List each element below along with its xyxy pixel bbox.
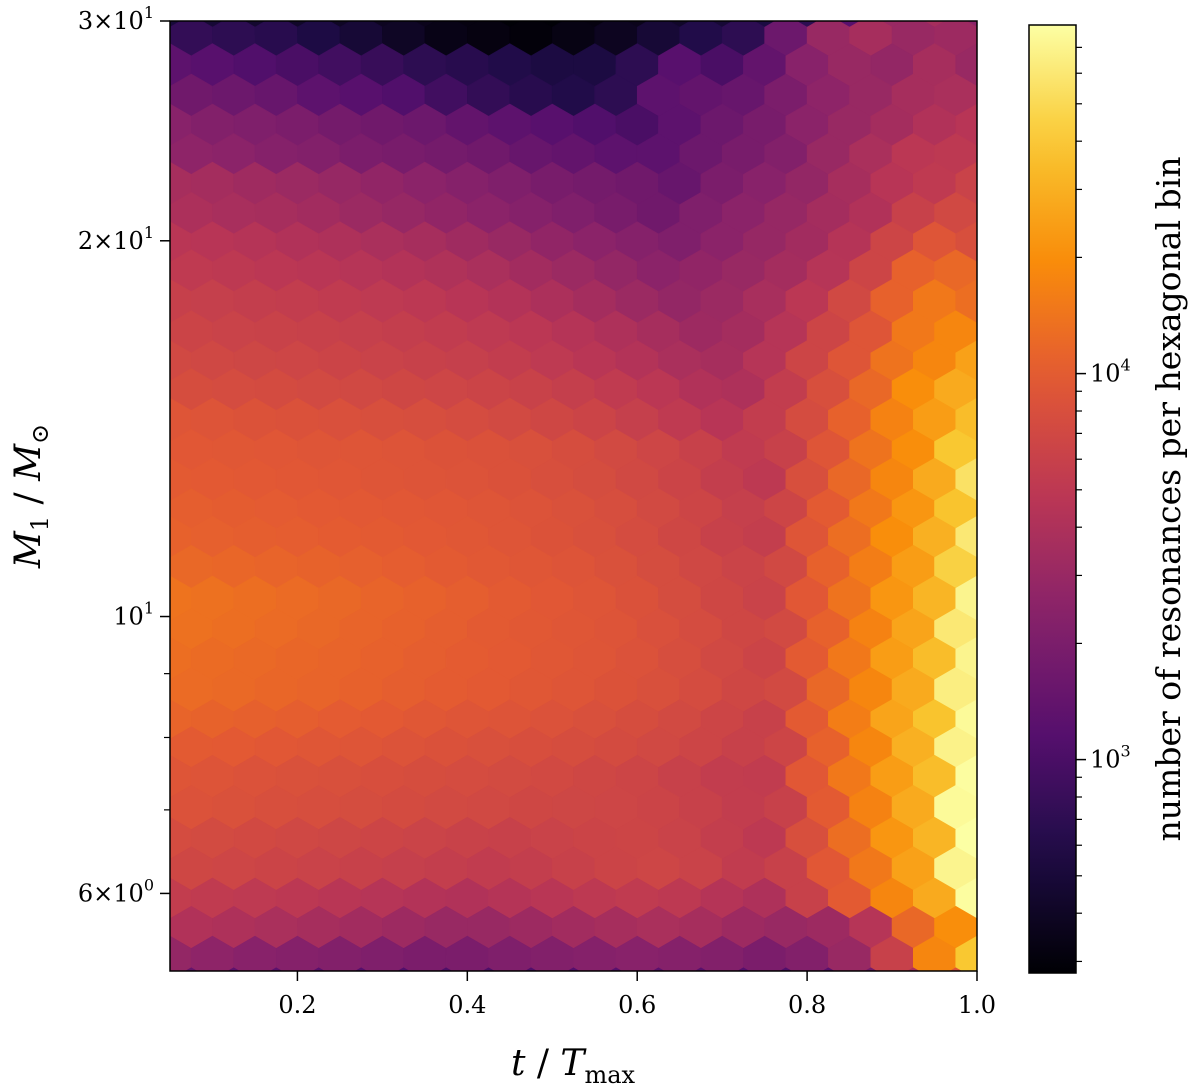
y-tick-label: 6×100 [78,875,154,907]
colorbar-ticks: 103 104 [1076,46,1131,963]
hexbin-cell [354,967,368,971]
colorbar-tick-label: 103 [1090,742,1131,774]
x-axis-title: t / Tmax [511,1043,636,1087]
x-tick-label: 0.4 [448,991,486,1019]
hexbin-cell [184,967,198,971]
hexbin-cell [864,967,878,971]
x-tick-label: 0.2 [278,991,316,1019]
hexbin-cell [524,967,538,971]
hexbin-cell [439,967,453,971]
x-tick-label: 0.6 [618,991,656,1019]
plot-frame [169,20,978,972]
hexbin-cell [227,967,240,971]
hexbin-cell [397,967,410,971]
hexbin-cell [652,967,665,971]
y-tick-label: 2×101 [78,223,154,255]
colorbar-tick-label: 104 [1090,356,1131,388]
x-tick-label: 1.0 [958,991,996,1019]
hexbin-cell [907,967,920,971]
colorbar-title: number of resonances per hexagonal bin [1149,157,1188,842]
hexbin-cell [737,967,750,971]
hexbin-cell [822,967,835,971]
hexbin-cells [170,21,977,971]
hexbin-cell [949,967,963,971]
hexbin-cell [694,967,708,971]
y-tick-label: 101 [113,599,154,631]
y-axis-ticks: 3×101 2×101 101 6×100 [78,3,170,907]
hexbin-cell [269,967,283,971]
x-axis-ticks: 0.2 0.4 0.6 0.8 1.0 [278,971,996,1019]
hexbin-cell [779,967,793,971]
y-tick-label: 3×101 [78,3,154,35]
hexbin-cell [482,967,495,971]
hexbin-cell [567,967,580,971]
colorbar [1028,24,1077,974]
hexbin-cell [609,967,623,971]
hexbin-cell [955,935,977,971]
hexbin-cell [312,967,325,971]
y-axis-title: M1 / M⊙ [8,424,54,569]
x-tick-label: 0.8 [788,991,826,1019]
